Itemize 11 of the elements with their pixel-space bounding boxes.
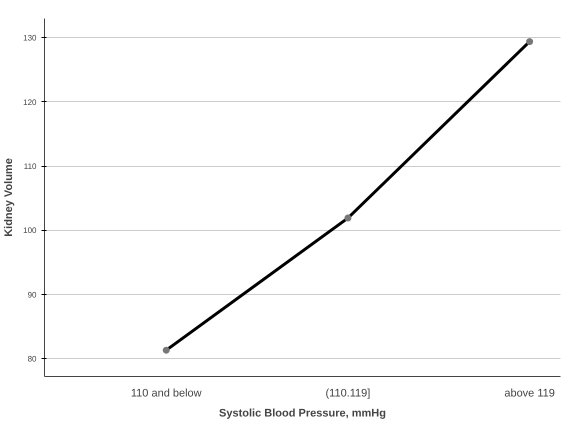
y-axis-title: Kidney Volume [3,158,16,237]
y-tick-label: 130 [23,34,38,43]
y-tick-label: 90 [28,290,38,300]
x-tick-label: 110 and below [130,388,202,400]
y-tick-label: 100 [23,226,38,236]
y-tick-label: 120 [23,98,38,107]
y-tick-label: 80 [28,354,38,364]
x-tick-label: (110.119] [326,388,370,400]
x-tick-label: above 119 [504,388,555,400]
y-tick-label: 110 [24,162,38,172]
x-axis-title: Systolic Blood Pressure, mmHg [219,408,386,420]
